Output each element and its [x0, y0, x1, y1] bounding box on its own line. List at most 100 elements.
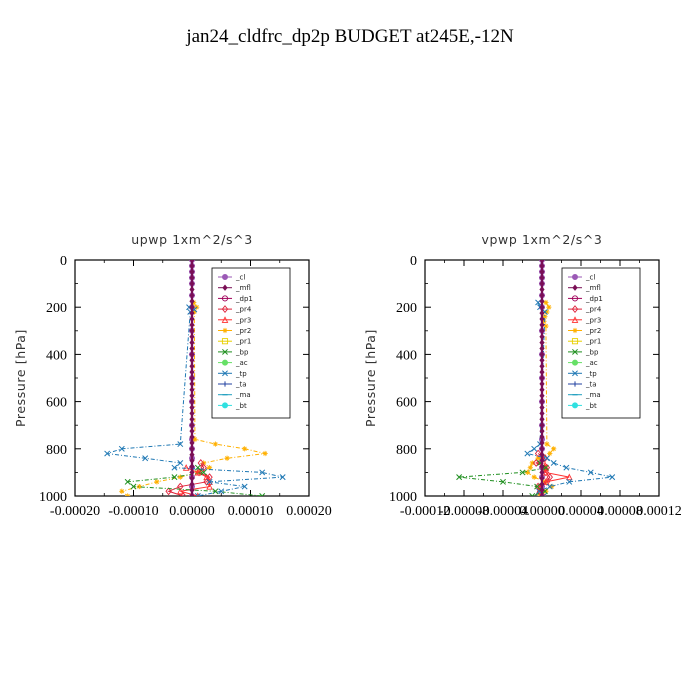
x-tick-label: 0.00000 [169, 504, 215, 519]
data-point-tp [563, 464, 570, 471]
data-point-tp [279, 474, 286, 481]
data-point-bp [529, 493, 536, 496]
data-point-mfl [539, 422, 545, 429]
data-point-mfl [189, 268, 195, 275]
legend-marker-pr1 [221, 338, 229, 345]
legend-label-mfl: _mfl [585, 284, 601, 292]
data-point-mfl [189, 392, 195, 399]
x-tick-label: -0.00004 [478, 504, 528, 519]
legend-label-mfl: _mfl [235, 284, 251, 292]
data-point-pr2 [529, 460, 535, 466]
data-point-mfl [539, 280, 545, 287]
y-tick-label: 600 [46, 396, 67, 411]
y-tick-label: 400 [396, 348, 417, 363]
data-point-bp [456, 474, 463, 481]
data-point-pr2 [262, 450, 268, 457]
legend-marker-pr2 [222, 327, 228, 334]
data-point-pr3 [203, 473, 210, 481]
data-point-mfl [189, 492, 195, 496]
legend-label-dp1: _dp1 [235, 295, 253, 303]
data-point-mfl [539, 345, 545, 352]
legend-label-ta: _ta [235, 381, 247, 389]
data-point-bp [542, 464, 549, 471]
data-point-pr2 [206, 465, 213, 471]
data-point-mfl [189, 345, 195, 352]
legend-label-pr4: _pr4 [235, 306, 252, 314]
data-point-mfl [189, 386, 195, 393]
legend-marker-mfl [572, 284, 578, 291]
data-point-mfl [189, 481, 195, 488]
data-point-pr4 [180, 492, 187, 496]
data-point-mfl [539, 457, 545, 464]
data-point-mfl [189, 357, 195, 364]
legend-marker-bt [221, 402, 228, 409]
legend-label-pr4: _pr4 [585, 306, 602, 314]
data-point-mfl [189, 280, 195, 287]
vpwp-panel: vpwp 1xm^2/s^3 Pressure [hPa] 0 200 400 600 80… [363, 232, 682, 519]
y-tick-label: 800 [46, 443, 67, 458]
data-point-pr3 [176, 487, 184, 495]
legend-label-pr1: _pr1 [585, 338, 601, 346]
data-point-mfl [189, 368, 195, 376]
x-tick-label: 0.00020 [286, 504, 332, 519]
legend-label-pr3: _pr3 [235, 316, 251, 324]
data-point-mfl [189, 339, 195, 346]
legend-marker-pr2 [572, 327, 578, 334]
data-point-pr2 [192, 436, 198, 442]
data-point-mfl [539, 469, 545, 476]
data-point-mfl [189, 351, 195, 358]
data-point-tp [609, 474, 616, 481]
y-tick-label: 0 [410, 254, 417, 269]
data-point-tp [218, 488, 225, 495]
data-point-pr2 [542, 314, 548, 320]
data-point-pr4 [165, 487, 172, 496]
data-point-mfl [189, 333, 195, 340]
data-point-mfl [539, 315, 545, 323]
data-point-mfl [189, 422, 195, 429]
data-point-mfl [539, 380, 545, 388]
legend-label-ta: _ta [585, 381, 597, 389]
data-point-mfl [189, 486, 195, 494]
data-point-mfl [539, 445, 545, 452]
data-point-mfl [189, 404, 195, 411]
data-point-bp [259, 493, 266, 496]
data-point-pr2 [191, 299, 197, 306]
legend-marker-bp [572, 348, 578, 355]
upwp-panel: upwp 1xm^2/s^3 Pressure [hPa] 0 200 400 600 80… [13, 232, 332, 519]
legend-marker-pr4 [221, 305, 229, 314]
x-tick-label: 0.00012 [636, 504, 682, 519]
x-tick-label: -0.00008 [439, 504, 489, 519]
legend-marker-cl [572, 273, 579, 280]
data-point-tp [177, 460, 184, 466]
x-tick-label: 0.00008 [597, 504, 643, 519]
data-point-bp [124, 478, 131, 485]
data-point-pr2 [212, 441, 218, 447]
data-point-mfl [539, 333, 545, 340]
data-point-pr2 [543, 488, 549, 494]
data-point-pr2 [531, 474, 537, 480]
data-point-pr2 [546, 304, 552, 310]
data-point-pr2 [136, 483, 142, 490]
data-point-tp [550, 460, 557, 466]
data-point-pr2 [154, 479, 160, 485]
y-tick-label: 200 [396, 301, 417, 316]
data-point-tp [566, 478, 573, 485]
data-point-mfl [539, 410, 545, 417]
legend-marker-tp [572, 370, 578, 377]
data-point-mfl [189, 327, 195, 334]
legend-marker-pr3 [571, 316, 579, 323]
data-point-bp [194, 464, 201, 471]
data-point-pr2 [544, 441, 550, 447]
data-point-pr3 [542, 478, 550, 485]
data-point-mfl [539, 357, 545, 364]
data-point-mfl [539, 268, 545, 275]
data-point-mfl [189, 298, 195, 305]
legend-marker-ta [572, 381, 578, 387]
data-point-tp [535, 299, 542, 306]
data-point-mfl [189, 309, 195, 317]
legend-marker-dp1 [221, 295, 229, 302]
data-point-bp [171, 474, 178, 481]
legend-label-cl: _cl [235, 274, 245, 282]
data-point-bp [534, 483, 541, 490]
